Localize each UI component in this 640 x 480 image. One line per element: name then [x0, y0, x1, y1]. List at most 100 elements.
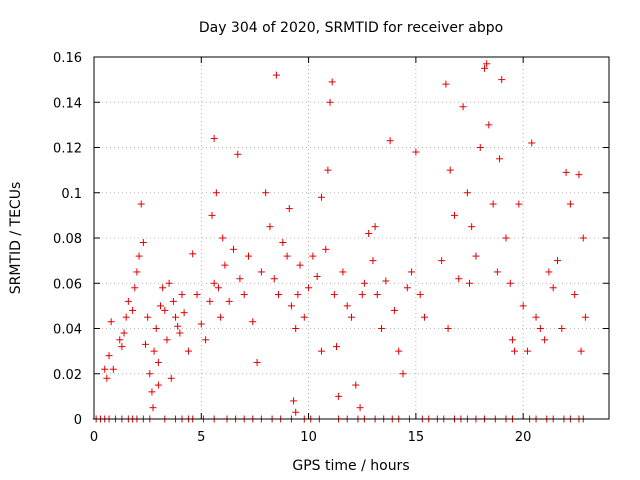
data-point — [174, 322, 182, 330]
data-point — [154, 381, 162, 389]
data-point — [189, 250, 197, 258]
data-point — [167, 374, 175, 382]
data-point — [451, 211, 458, 219]
data-point — [562, 168, 570, 176]
data-point — [275, 291, 283, 299]
data-point — [519, 302, 527, 310]
data-point — [581, 313, 589, 321]
data-point — [369, 257, 377, 265]
data-point — [498, 76, 506, 84]
data-point — [300, 313, 308, 321]
data-point — [146, 370, 154, 378]
data-point — [178, 291, 186, 299]
data-point — [287, 302, 295, 310]
data-point — [229, 245, 237, 253]
data-point — [217, 313, 225, 321]
data-point — [442, 80, 450, 88]
data-point — [193, 291, 201, 299]
data-point — [270, 275, 278, 283]
data-point — [184, 347, 192, 355]
data-point — [489, 200, 497, 208]
data-point — [309, 252, 317, 260]
data-point — [150, 347, 158, 355]
data-point — [566, 200, 574, 208]
data-point — [523, 347, 531, 355]
data-point — [332, 343, 340, 351]
data-point — [221, 261, 229, 269]
data-point — [165, 279, 173, 287]
y-tick-label: 0.04 — [53, 323, 82, 338]
data-point — [154, 358, 162, 366]
data-point — [575, 171, 583, 179]
data-point — [360, 279, 368, 287]
data-point — [245, 252, 252, 260]
data-point — [197, 320, 205, 328]
data-point — [472, 252, 480, 260]
data-point — [122, 313, 130, 321]
data-point — [549, 284, 557, 292]
plot-frame — [93, 56, 610, 420]
data-point — [161, 306, 169, 314]
data-point — [382, 277, 390, 285]
x-tick-label: 20 — [515, 430, 532, 445]
data-point — [335, 392, 343, 400]
data-point — [305, 284, 313, 292]
data-point — [420, 313, 428, 321]
data-point — [373, 291, 381, 299]
data-point — [219, 234, 227, 242]
data-point — [129, 306, 137, 314]
data-point — [109, 365, 117, 373]
data-point — [324, 166, 332, 174]
data-point — [541, 336, 549, 344]
data-point — [212, 189, 220, 197]
data-point — [339, 268, 347, 276]
data-point — [159, 284, 167, 292]
data-point — [485, 121, 493, 129]
data-point — [152, 325, 160, 332]
data-point — [118, 343, 126, 351]
data-point — [148, 388, 156, 396]
x-tick-label: 5 — [197, 430, 205, 445]
data-point — [296, 261, 304, 269]
data-point — [468, 223, 476, 231]
y-tick-label: 0 — [74, 413, 82, 428]
data-point — [416, 291, 424, 299]
data-point — [412, 148, 420, 156]
data-point — [101, 365, 109, 373]
data-point — [352, 381, 360, 389]
data-point — [511, 347, 519, 355]
data-point — [515, 200, 523, 208]
data-point — [545, 268, 553, 276]
data-point — [124, 297, 132, 305]
data-point — [257, 268, 265, 276]
data-point — [236, 275, 244, 283]
data-point — [317, 193, 325, 201]
y-tick-label: 0.1 — [61, 187, 82, 202]
data-point — [403, 284, 411, 292]
data-point — [292, 325, 300, 332]
data-point — [285, 205, 293, 213]
data-point — [253, 358, 261, 366]
y-tick-label: 0.16 — [53, 51, 82, 66]
data-point — [459, 103, 467, 111]
data-point — [103, 374, 111, 382]
data-point — [577, 347, 585, 355]
data-point — [496, 155, 504, 163]
data-point — [294, 291, 302, 299]
data-point — [554, 257, 561, 265]
data-point — [463, 189, 471, 197]
x-axis-label: GPS time / hours — [292, 458, 409, 474]
y-axis-label: SRMTID / TECUs — [8, 182, 24, 295]
data-point — [202, 336, 210, 344]
data-point — [390, 306, 398, 314]
data-point — [210, 279, 218, 287]
data-point — [163, 336, 171, 344]
data-point — [348, 313, 355, 321]
x-tick-label: 10 — [300, 430, 317, 445]
y-tick-label: 0.14 — [53, 96, 82, 111]
data-point — [558, 325, 566, 332]
data-point — [408, 268, 416, 276]
data-point — [290, 397, 298, 405]
tick-layer: 0 0.02 0.04 0.06 0.08 0.1 0.12 0.14 0.16 0 5 10 15 20 — [53, 51, 609, 445]
